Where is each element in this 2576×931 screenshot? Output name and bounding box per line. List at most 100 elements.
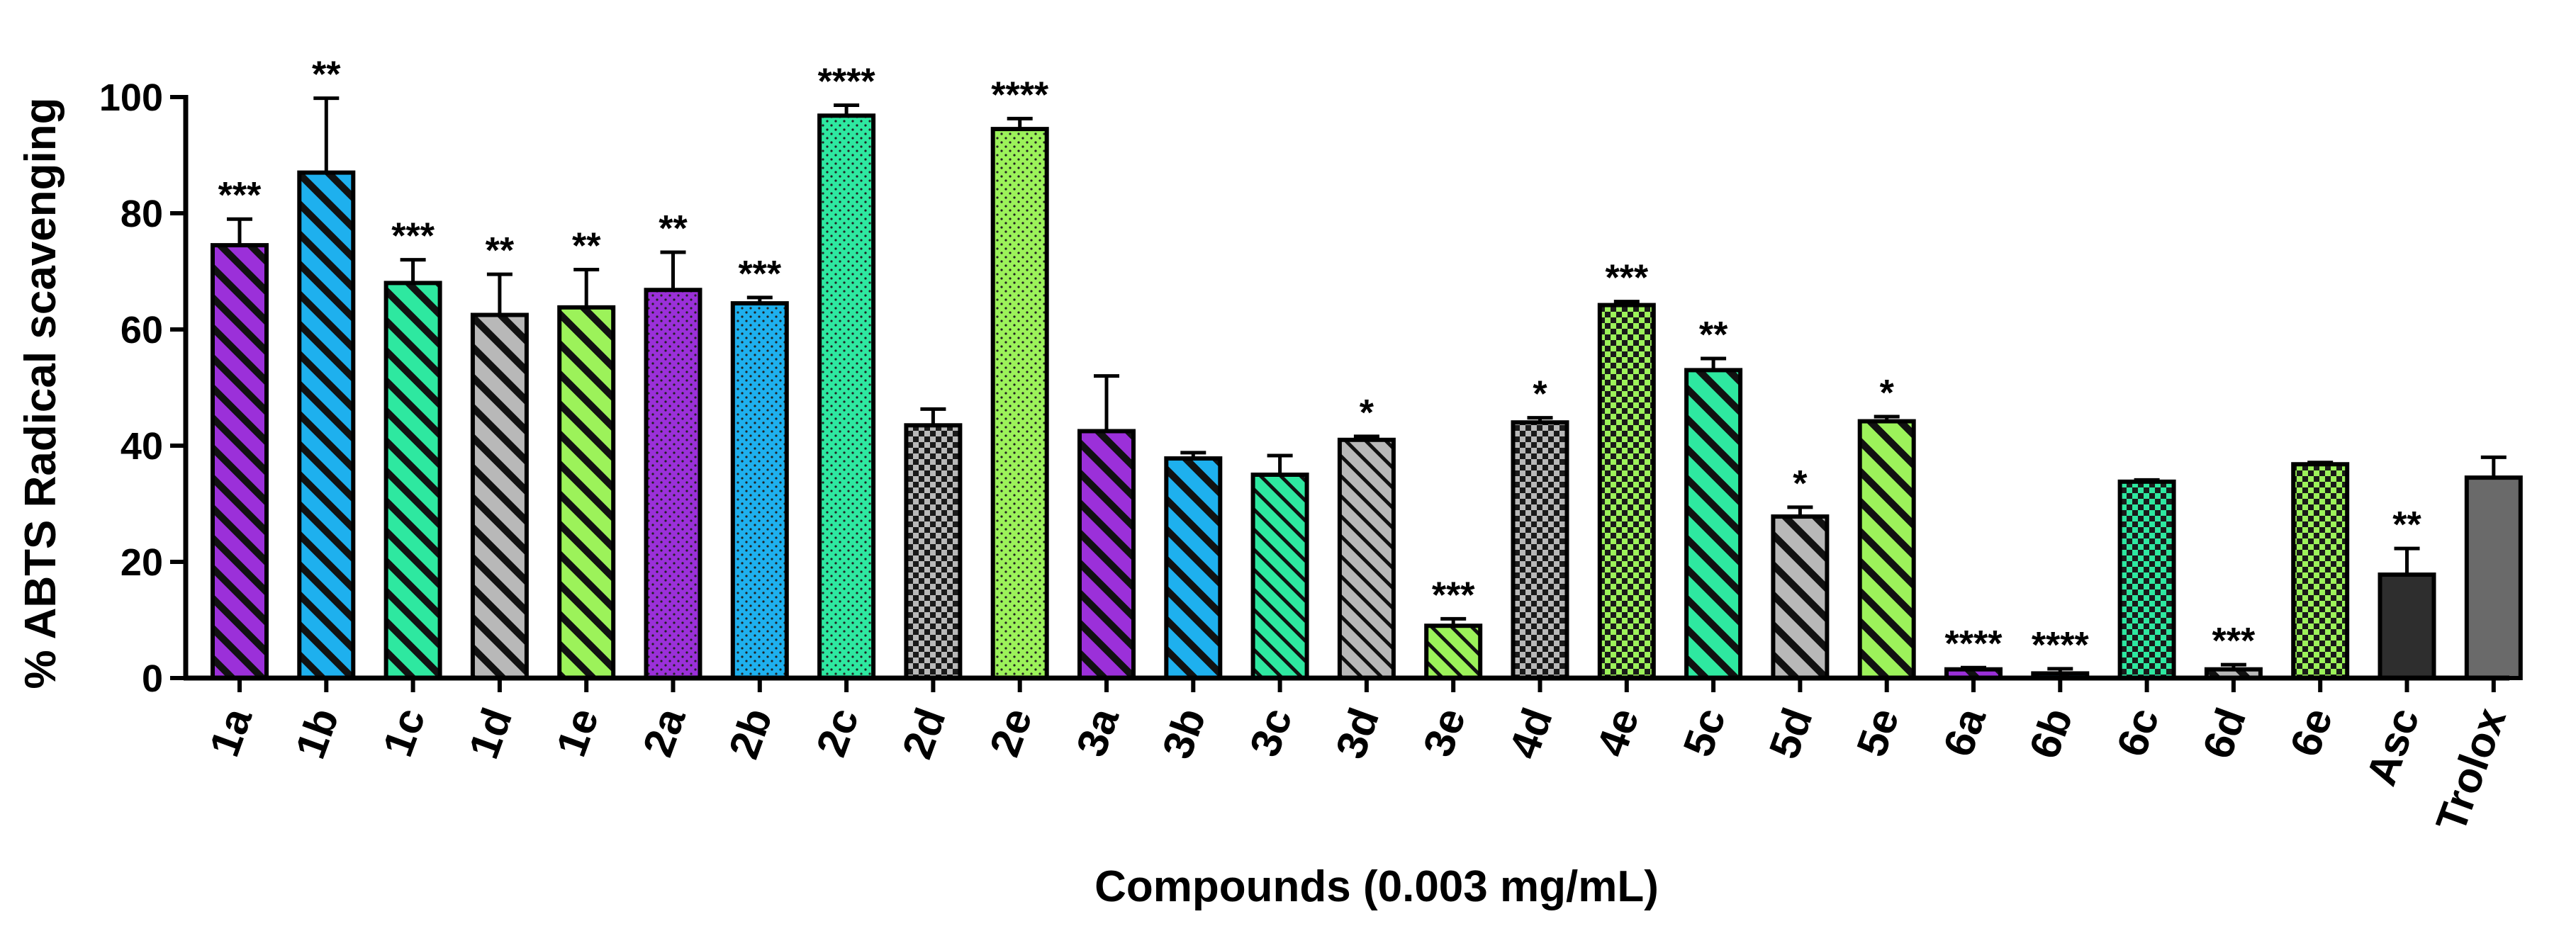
error-bar-3c: [1267, 453, 1293, 475]
category-label-6a: 6a: [1934, 701, 1995, 762]
category-label-6e: 6e: [2281, 702, 2342, 763]
error-bar-2b: [746, 295, 773, 304]
y-axis-title: % ABTS Radical scavenging: [16, 98, 65, 689]
category-label-1e: 1e: [547, 702, 608, 763]
x-axis-title: Compounds (0.003 mg/mL): [1094, 862, 1659, 911]
bar-3e: [1424, 624, 1483, 681]
y-tick-label-60: 60: [121, 309, 163, 351]
category-label-4d: 4d: [1500, 702, 1562, 765]
error-bar-3b: [1180, 451, 1206, 459]
significance-2c: ****: [818, 61, 876, 102]
category-label-3a: 3a: [1067, 701, 1128, 762]
category-label-2e: 2e: [980, 702, 1041, 763]
significance-1d: **: [486, 230, 515, 271]
significance-2b: ***: [738, 254, 781, 295]
error-bar-5d: [1787, 505, 1813, 517]
bar-2e: [990, 127, 1049, 681]
bar-3a: [1077, 429, 1136, 680]
significance-1c: ***: [391, 216, 435, 257]
category-label-6d: 6d: [2193, 702, 2255, 765]
category-label-1a: 1a: [200, 701, 261, 762]
category-label-2a: 2a: [634, 701, 695, 762]
bar-5c: [1684, 368, 1743, 681]
bar-3b: [1164, 456, 1223, 680]
error-bars-layer: [227, 96, 2507, 674]
category-label-5e: 5e: [1847, 702, 1908, 763]
error-bar-2c: [834, 103, 860, 116]
error-bar-6d: [2220, 662, 2246, 670]
significance-2e: ****: [991, 74, 1049, 115]
category-label-2c: 2c: [807, 702, 868, 763]
category-label-Asc: Asc: [2357, 702, 2429, 791]
axes-layer: [183, 95, 2509, 692]
y-tick-label-40: 40: [121, 425, 163, 468]
category-label-3e: 3e: [1414, 702, 1475, 763]
error-bar-6e: [2307, 461, 2334, 465]
significance-1a: ***: [218, 175, 262, 216]
error-bar-1d: [486, 272, 513, 315]
error-bar-4e: [1613, 300, 1640, 305]
error-bar-2d: [920, 407, 946, 426]
significance-2a: **: [659, 208, 688, 249]
error-bar-6a: [1961, 665, 1986, 670]
bar-Asc: [2378, 572, 2436, 680]
bar-2c: [817, 113, 876, 681]
bar-2a: [644, 288, 702, 680]
significance-1b: **: [312, 55, 341, 96]
error-bar-3e: [1440, 616, 1467, 626]
significance-6b: ****: [2032, 625, 2090, 666]
bar-Trolox: [2464, 475, 2523, 680]
error-bar-5e: [1874, 414, 1900, 422]
bar-1c: [383, 281, 442, 680]
significance-4e: ***: [1605, 258, 1648, 299]
bar-1e: [557, 305, 616, 680]
significance-5e: *: [1880, 373, 1895, 414]
y-ticks-layer: 0 20 40 60 80 100: [99, 77, 186, 700]
significance-6a: ****: [1945, 624, 2003, 665]
y-tick-label-0: 0: [142, 658, 163, 700]
error-bar-4d: [1527, 416, 1553, 423]
significance-layer: ******** ** ** ********* *******************…: [218, 55, 2422, 666]
y-tick-label-100: 100: [99, 77, 163, 119]
category-label-5d: 5d: [1760, 702, 1822, 765]
significance-1e: **: [572, 226, 601, 267]
bar-3d: [1337, 437, 1396, 680]
category-label-4e: 4e: [1587, 702, 1648, 763]
error-bar-Trolox: [2480, 455, 2507, 478]
significance-6d: ***: [2212, 621, 2256, 662]
category-label-1d: 1d: [459, 702, 521, 765]
category-label-2d: 2d: [893, 702, 955, 765]
y-tick-label-80: 80: [121, 193, 163, 235]
significance-3e: ***: [1432, 575, 1475, 616]
category-label-1c: 1c: [374, 702, 435, 763]
error-bar-1a: [227, 217, 252, 246]
significance-3d: *: [1360, 393, 1374, 434]
bar-2b: [730, 301, 789, 681]
bar-1a: [211, 243, 269, 681]
bar-5d: [1771, 514, 1830, 680]
category-label-Trolox: Trolox: [2426, 702, 2515, 838]
bar-1b: [297, 170, 356, 681]
error-bar-6b: [2047, 667, 2073, 674]
bar-6c: [2117, 479, 2176, 681]
bar-4e: [1597, 303, 1656, 680]
error-bar-2e: [1007, 116, 1033, 130]
bar-1d: [470, 312, 529, 680]
error-bar-2a: [660, 250, 686, 290]
bar-6e: [2291, 462, 2350, 680]
bar-5e: [1857, 419, 1916, 680]
x-category-layer: 1a 1b 1c 1d 1e 2a 2b 2c 2d 2e 3a 3b 3c 3d 3e 4d 4e 5c 5d 5e…: [200, 701, 2515, 838]
error-bar-5c: [1701, 356, 1727, 371]
category-label-6b: 6b: [2020, 702, 2082, 765]
error-bar-1e: [573, 268, 600, 307]
error-bar-3d: [1353, 434, 1379, 440]
category-label-6c: 6c: [2107, 702, 2168, 763]
bar-3c: [1250, 473, 1309, 680]
error-bar-1b: [313, 96, 340, 173]
category-label-3b: 3b: [1153, 702, 1215, 765]
significance-5d: *: [1793, 463, 1808, 504]
category-label-3c: 3c: [1241, 702, 1301, 763]
significance-Asc: **: [2392, 504, 2421, 546]
